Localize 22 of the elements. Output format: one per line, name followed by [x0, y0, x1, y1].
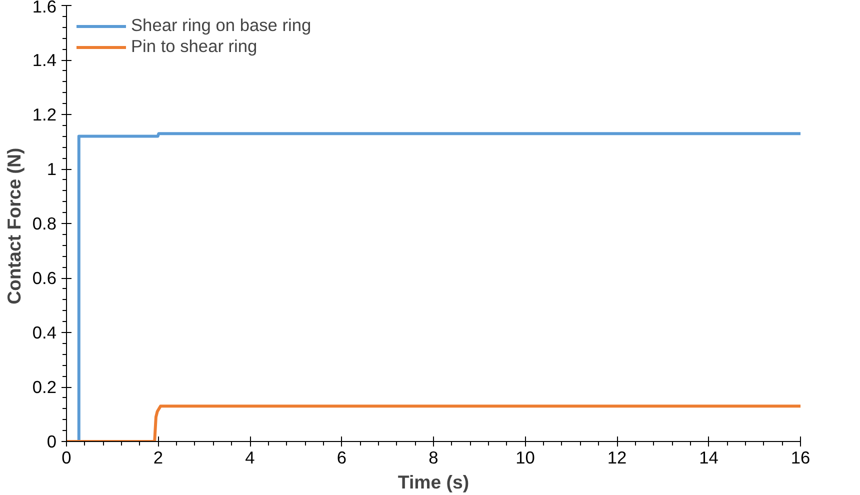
x-axis-title: Time (s) [398, 472, 470, 492]
y-tick-label: 0.6 [32, 268, 57, 288]
x-tick-label: 6 [336, 448, 347, 468]
x-tick-label: 10 [516, 448, 535, 468]
y-tick-label: 1.2 [32, 104, 57, 124]
x-tick-label: 8 [428, 448, 438, 468]
x-tick-label: 16 [790, 448, 810, 468]
y-tick-label: 0.8 [32, 214, 57, 234]
y-tick-label: 0.2 [32, 377, 57, 397]
legend-label: Shear ring on base ring [131, 15, 312, 36]
y-axis-title: Contact Force (N) [3, 148, 24, 304]
x-tick-label: 14 [699, 448, 719, 468]
legend-label: Pin to shear ring [131, 36, 258, 57]
y-tick-label: 1.6 [32, 0, 57, 16]
y-tick-label: 0.4 [32, 322, 57, 342]
x-tick-label: 12 [607, 448, 627, 468]
y-tick-label: 1 [46, 159, 57, 179]
y-tick-label: 0 [46, 432, 57, 452]
x-tick-label: 4 [245, 448, 256, 468]
x-tick-label: 2 [153, 448, 164, 468]
y-tick-label: 1.4 [32, 50, 57, 70]
x-tick-label: 0 [62, 448, 72, 468]
